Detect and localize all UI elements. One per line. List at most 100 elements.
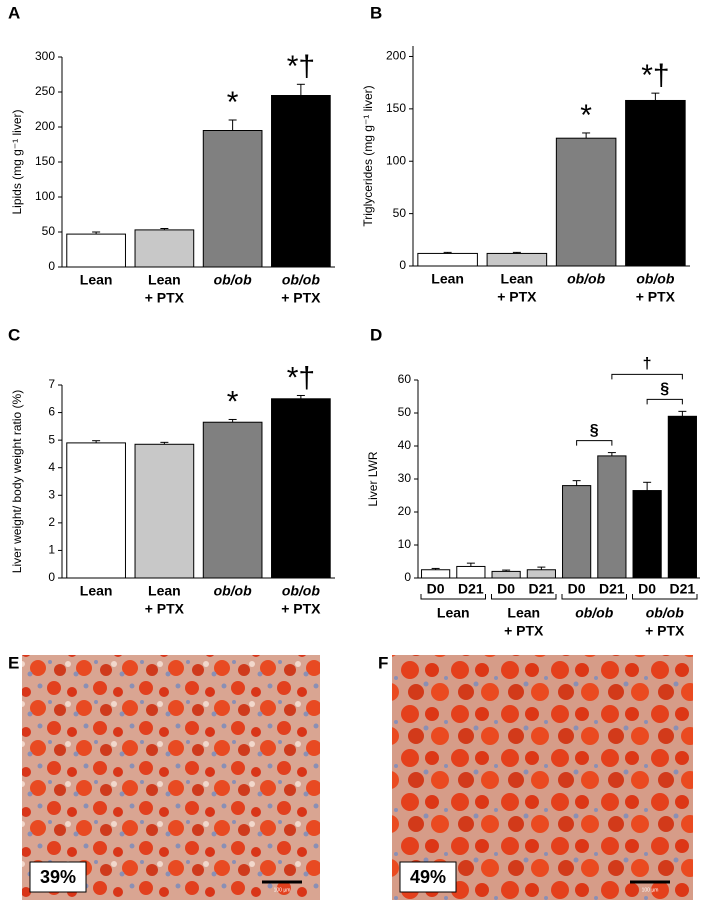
significance-marker: *† [641,59,669,92]
y-tick-label: 50 [42,224,56,238]
y-tick-label: 200 [386,49,406,63]
y-axis-label: Triglycerides (mg g⁻¹ liver) [361,85,375,226]
significance-marker: * [227,385,239,418]
label-box [399,861,457,893]
x-tick-label: ob/ob [214,272,253,288]
x-tick-sublabel: + PTX [645,623,685,639]
x-tick-sublabel: + PTX [281,290,321,306]
significance-marker: * [227,86,239,119]
panel-letter: A [8,3,20,22]
y-tick-label: 0 [48,259,55,273]
x-tick-label: ob/ob [282,272,321,288]
x-tick-label: ob/ob [636,271,675,287]
x-tick-label: Lean [501,271,534,287]
y-tick-label: 150 [386,101,406,115]
significance-bracket [646,398,683,405]
x-tick-sublabel: + PTX [504,623,544,639]
bar-label: D0 [568,581,586,597]
y-tick-label: 10 [398,537,412,551]
y-tick-label: 6 [48,405,55,419]
bar [555,137,617,267]
x-tick-sublabel: + PTX [281,601,321,617]
bar [597,455,627,579]
scale-bar-label: 100 µm [642,887,659,893]
bar [526,569,556,579]
bar-label: D21 [670,581,696,597]
y-tick-label: 50 [398,405,412,419]
y-tick-label: 4 [48,460,55,474]
x-tick-label: ob/ob [646,605,685,621]
y-tick-label: 100 [386,153,406,167]
bar [486,252,548,267]
y-tick-label: 3 [48,487,55,501]
label-box [29,861,87,893]
x-tick-label: Lean [431,271,464,287]
bar [562,485,592,579]
significance-marker: *† [287,361,315,394]
bar [491,570,521,579]
x-tick-label: ob/ob [282,583,321,599]
y-axis-label: Liver LWR [366,451,380,506]
bar-label: D0 [497,581,515,597]
panel-letter: B [370,3,382,22]
y-tick-label: 5 [48,432,55,446]
group-bracket [632,594,698,600]
x-tick-label: ob/ob [214,583,253,599]
panel-letter: F [378,653,388,672]
bar [632,490,662,579]
bar [134,443,195,579]
significance-bracket [611,373,683,380]
group-bracket [491,594,557,600]
bar [271,398,331,579]
x-tick-sublabel: + PTX [145,290,185,306]
y-tick-label: 30 [398,471,412,485]
significance-marker: § [590,422,599,439]
bar-label: D0 [427,581,445,597]
x-tick-label: Lean [507,605,540,621]
y-tick-label: 100 [35,189,55,203]
y-tick-label: 150 [35,154,55,168]
bar [66,233,126,268]
bar [456,565,486,579]
image-panel-f: F 49% 100 µm [378,653,693,900]
x-tick-sublabel: + PTX [497,289,537,305]
image-label: 49% [410,867,446,887]
panel-letter: D [370,325,382,344]
bar [271,95,331,268]
bar [667,415,697,579]
bar [202,421,263,579]
y-tick-label: 50 [393,206,407,220]
y-tick-label: 300 [35,49,55,63]
bar-label: D21 [529,581,555,597]
panel-letter: E [8,653,19,672]
scale-bar-label: 100 µm [274,887,291,893]
significance-marker: * [580,99,592,132]
group-bracket [561,594,627,600]
image-label: 39% [40,867,76,887]
bar [134,229,195,268]
histology-image [392,655,693,900]
bar [625,99,686,267]
x-tick-label: Lean [437,605,470,621]
bar [202,130,263,268]
y-tick-label: 20 [398,504,412,518]
y-tick-label: 200 [35,119,55,133]
y-tick-label: 60 [398,372,412,386]
bar [66,442,126,579]
x-tick-label: Lean [80,583,113,599]
significance-marker: *† [287,50,315,83]
y-tick-label: 2 [48,515,55,529]
y-tick-label: 250 [35,84,55,98]
y-axis-label: Lipids (mg g⁻¹ liver) [10,109,24,214]
x-tick-sublabel: + PTX [145,601,185,617]
histology-image [22,655,320,900]
bar-label: D0 [638,581,656,597]
x-tick-label: Lean [80,272,113,288]
y-tick-label: 0 [399,258,406,272]
bar-label: D21 [458,581,484,597]
bar [417,252,478,267]
significance-marker: † [643,356,652,373]
bar-label: D21 [599,581,625,597]
y-tick-label: 1 [48,543,55,557]
bar [421,569,451,579]
